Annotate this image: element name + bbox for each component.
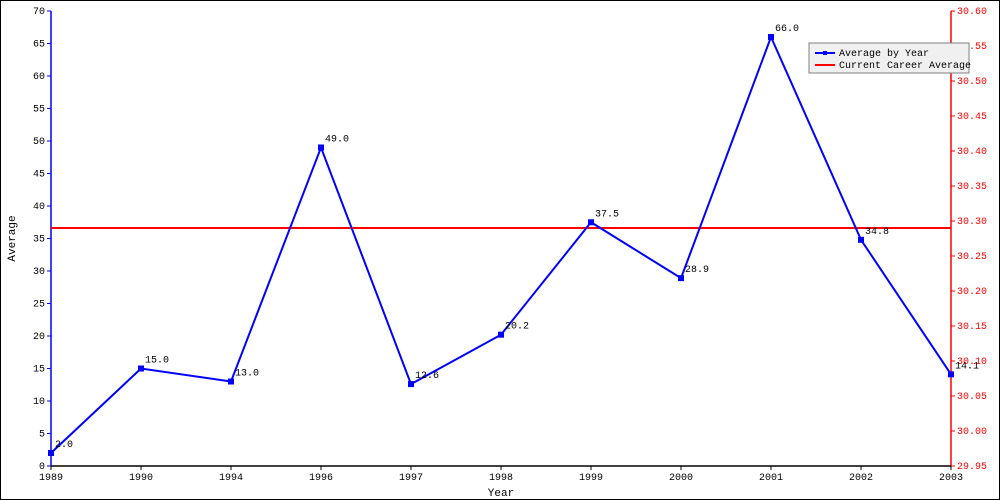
- data-marker: [318, 145, 324, 151]
- data-marker: [48, 450, 54, 456]
- y-left-tick-label: 15: [33, 365, 45, 376]
- y-left-tick-label: 60: [33, 72, 45, 83]
- x-tick-label: 1997: [399, 473, 423, 484]
- data-point-label: 49.0: [325, 135, 349, 146]
- y-left-tick-label: 40: [33, 202, 45, 213]
- data-point-label: 28.9: [685, 265, 709, 276]
- average-by-year-line: [51, 37, 951, 453]
- data-point-label: 20.2: [505, 322, 529, 333]
- data-marker: [948, 371, 954, 377]
- data-point-label: 66.0: [775, 24, 799, 35]
- x-tick-label: 2001: [759, 473, 783, 484]
- data-marker: [858, 237, 864, 243]
- x-tick-label: 2002: [849, 473, 873, 484]
- y-axis-title: Average: [7, 215, 19, 261]
- x-axis-title: Year: [488, 488, 514, 500]
- y-left-tick-label: 50: [33, 137, 45, 148]
- y-left-tick-label: 30: [33, 267, 45, 278]
- x-tick-label: 1990: [129, 473, 153, 484]
- chart-svg: 0 5 10 15 20 25 30 35 40 45 50 55 60 65 70 Average 29.95…: [1, 1, 1000, 501]
- data-marker: [588, 219, 594, 225]
- legend-item-red: Current Career Average: [839, 61, 971, 72]
- y-left-tick-label: 45: [33, 170, 45, 181]
- data-marker: [678, 275, 684, 281]
- data-point-label: 37.5: [595, 209, 619, 220]
- x-tick-label: 1989: [39, 473, 63, 484]
- x-tick-label: 1999: [579, 473, 603, 484]
- y-left-tick-label: 25: [33, 300, 45, 311]
- x-tick-label: 1996: [309, 473, 333, 484]
- x-tick-label: 2000: [669, 473, 693, 484]
- data-point-label: 13.0: [235, 369, 259, 380]
- y-right-tick-label: 30.15: [957, 322, 987, 333]
- y-right-tick-label: 30.45: [957, 112, 987, 123]
- data-marker: [228, 379, 234, 385]
- y-right-tick-label: 30.30: [957, 217, 987, 228]
- x-tick-label: 1998: [489, 473, 513, 484]
- y-right-tick-label: 30.20: [957, 287, 987, 298]
- y-left-tick-label: 10: [33, 397, 45, 408]
- legend-item-blue: Average by Year: [839, 48, 929, 60]
- data-point-label: 15.0: [145, 356, 169, 367]
- y-left-tick-label: 55: [33, 105, 45, 116]
- y-right-tick-label: 30.40: [957, 147, 987, 158]
- y-left-tick-label: 20: [33, 332, 45, 343]
- data-marker: [138, 366, 144, 372]
- y-left-tick-label: 70: [33, 7, 45, 18]
- y-right-tick-label: 30.35: [957, 182, 987, 193]
- y-right-tick-label: 29.95: [957, 462, 987, 473]
- y-left-tick-label: 5: [39, 430, 45, 441]
- data-point-label: 12.6: [415, 371, 439, 382]
- y-right-tick-label: 30.05: [957, 392, 987, 403]
- chart-container: 0 5 10 15 20 25 30 35 40 45 50 55 60 65 70 Average 29.95…: [0, 0, 1000, 500]
- y-right-tick-label: 30.00: [957, 427, 987, 438]
- y-left-tick-label: 0: [39, 462, 45, 473]
- y-right-tick-label: 30.50: [957, 77, 987, 88]
- y-right-tick-label: 30.60: [957, 7, 987, 18]
- y-left-tick-label: 35: [33, 235, 45, 246]
- data-point-label: 2.0: [55, 440, 73, 451]
- x-tick-label: 2003: [939, 473, 963, 484]
- data-marker: [768, 34, 774, 40]
- data-marker: [498, 332, 504, 338]
- y-right-tick-label: 30.25: [957, 252, 987, 263]
- y-left-tick-label: 65: [33, 40, 45, 51]
- x-tick-label: 1994: [219, 473, 243, 484]
- data-point-label: 14.1: [955, 361, 979, 372]
- data-marker: [408, 381, 414, 387]
- data-point-label: 34.8: [865, 227, 889, 238]
